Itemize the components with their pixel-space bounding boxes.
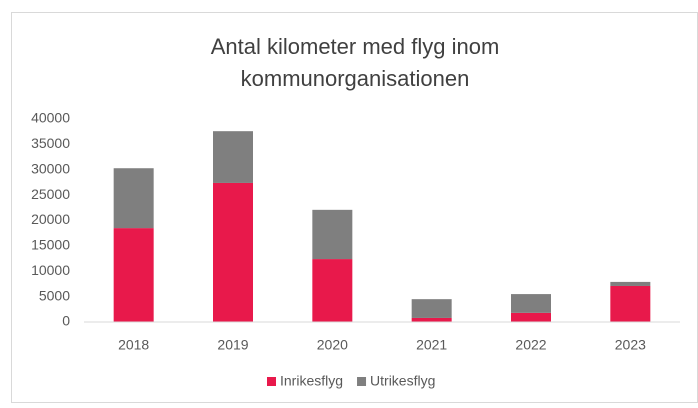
y-tick-label: 30000 [31, 160, 70, 176]
chart-title: Antal kilometer med flyg inom [211, 34, 500, 59]
x-tick-label: 2023 [615, 337, 646, 353]
bar-segment [113, 228, 154, 322]
legend-label: Utrikesflyg [370, 373, 435, 389]
legend-swatch [267, 377, 276, 386]
bar-segment [411, 317, 452, 322]
bar-segment [312, 209, 353, 260]
legend-label: Inrikesflyg [280, 373, 343, 389]
bar-segment [213, 131, 253, 183]
x-tick-label: 2019 [217, 337, 248, 353]
x-tick-label: 2022 [515, 337, 546, 353]
y-tick-label: 5000 [39, 287, 70, 303]
y-tick-label: 35000 [31, 135, 70, 151]
bar-segment [610, 281, 651, 286]
x-tick-label: 2021 [416, 337, 447, 353]
bar-segment [312, 259, 353, 322]
bar-segment [411, 299, 452, 318]
y-tick-label: 0 [62, 313, 70, 329]
y-tick-label: 15000 [31, 237, 70, 253]
y-tick-label: 40000 [31, 110, 70, 126]
legend-swatch [357, 377, 367, 386]
bar-segment [213, 182, 253, 322]
y-tick-label: 25000 [31, 186, 70, 202]
y-tick-label: 10000 [31, 262, 70, 278]
x-tick-label: 2018 [118, 337, 149, 353]
x-tick-label: 2020 [317, 337, 348, 353]
bar-segment [113, 168, 154, 229]
bar-segment [610, 285, 651, 322]
y-tick-label: 20000 [31, 211, 70, 227]
bar-segment [511, 312, 551, 322]
chart-title: kommunorganisationen [241, 66, 470, 91]
bar-segment [511, 294, 551, 313]
